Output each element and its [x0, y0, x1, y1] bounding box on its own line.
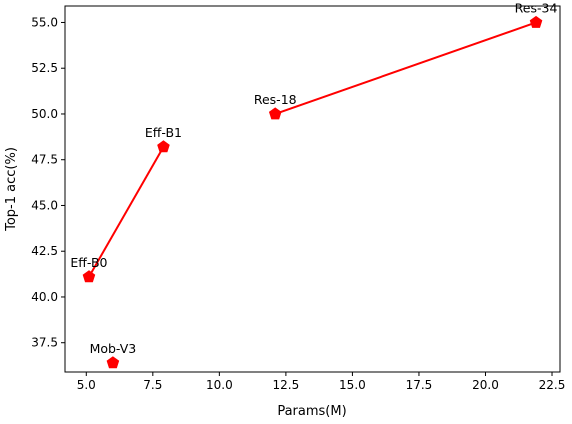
y-tick-label: 52.5	[31, 61, 58, 75]
data-point-marker	[268, 107, 282, 120]
series-line	[274, 21, 537, 115]
data-point-marker	[529, 15, 543, 28]
data-point-marker	[106, 356, 120, 369]
data-point-marker	[82, 270, 96, 283]
x-axis-ticks: 5.0 7.5 10.0 12.5 15.0 17.5 20.0 22.5	[77, 372, 566, 392]
series-line	[88, 146, 165, 278]
x-tick-label: 5.0	[77, 378, 96, 392]
y-axis-label: Top-1 acc(%)	[4, 147, 19, 232]
x-tick-label: 22.5	[539, 378, 566, 392]
x-tick-label: 10.0	[206, 378, 233, 392]
data-point-label: Eff-B0	[70, 255, 107, 270]
data-point-label: Res-18	[254, 92, 297, 107]
x-tick-label: 12.5	[273, 378, 300, 392]
x-axis-label: Params(M)	[277, 404, 346, 419]
x-tick-label: 15.0	[339, 378, 366, 392]
data-point-label: Eff-B1	[145, 125, 182, 140]
y-tick-label: 37.5	[31, 336, 58, 350]
data-point-marker	[157, 140, 170, 153]
data-point-label: Mob-V3	[90, 341, 137, 356]
y-tick-label: 42.5	[31, 244, 58, 258]
x-tick-label: 7.5	[143, 378, 162, 392]
y-tick-label: 47.5	[31, 153, 58, 167]
y-axis-ticks: 37.5 40.0 42.5 45.0 47.5 50.0 52.5 55.0	[31, 15, 65, 350]
x-tick-label: 17.5	[406, 378, 433, 392]
y-tick-label: 45.0	[31, 198, 58, 212]
y-tick-label: 55.0	[31, 15, 58, 29]
point-labels: Mob-V3 Eff-B0 Eff-B1 Res-18 Res-34	[70, 0, 557, 355]
x-tick-label: 20.0	[472, 378, 499, 392]
data-point-label: Res-34	[515, 0, 558, 15]
y-tick-label: 50.0	[31, 107, 58, 121]
y-tick-label: 40.0	[31, 290, 58, 304]
series-lines	[88, 21, 537, 278]
plot-frame	[64, 5, 561, 373]
data-points	[82, 15, 543, 369]
